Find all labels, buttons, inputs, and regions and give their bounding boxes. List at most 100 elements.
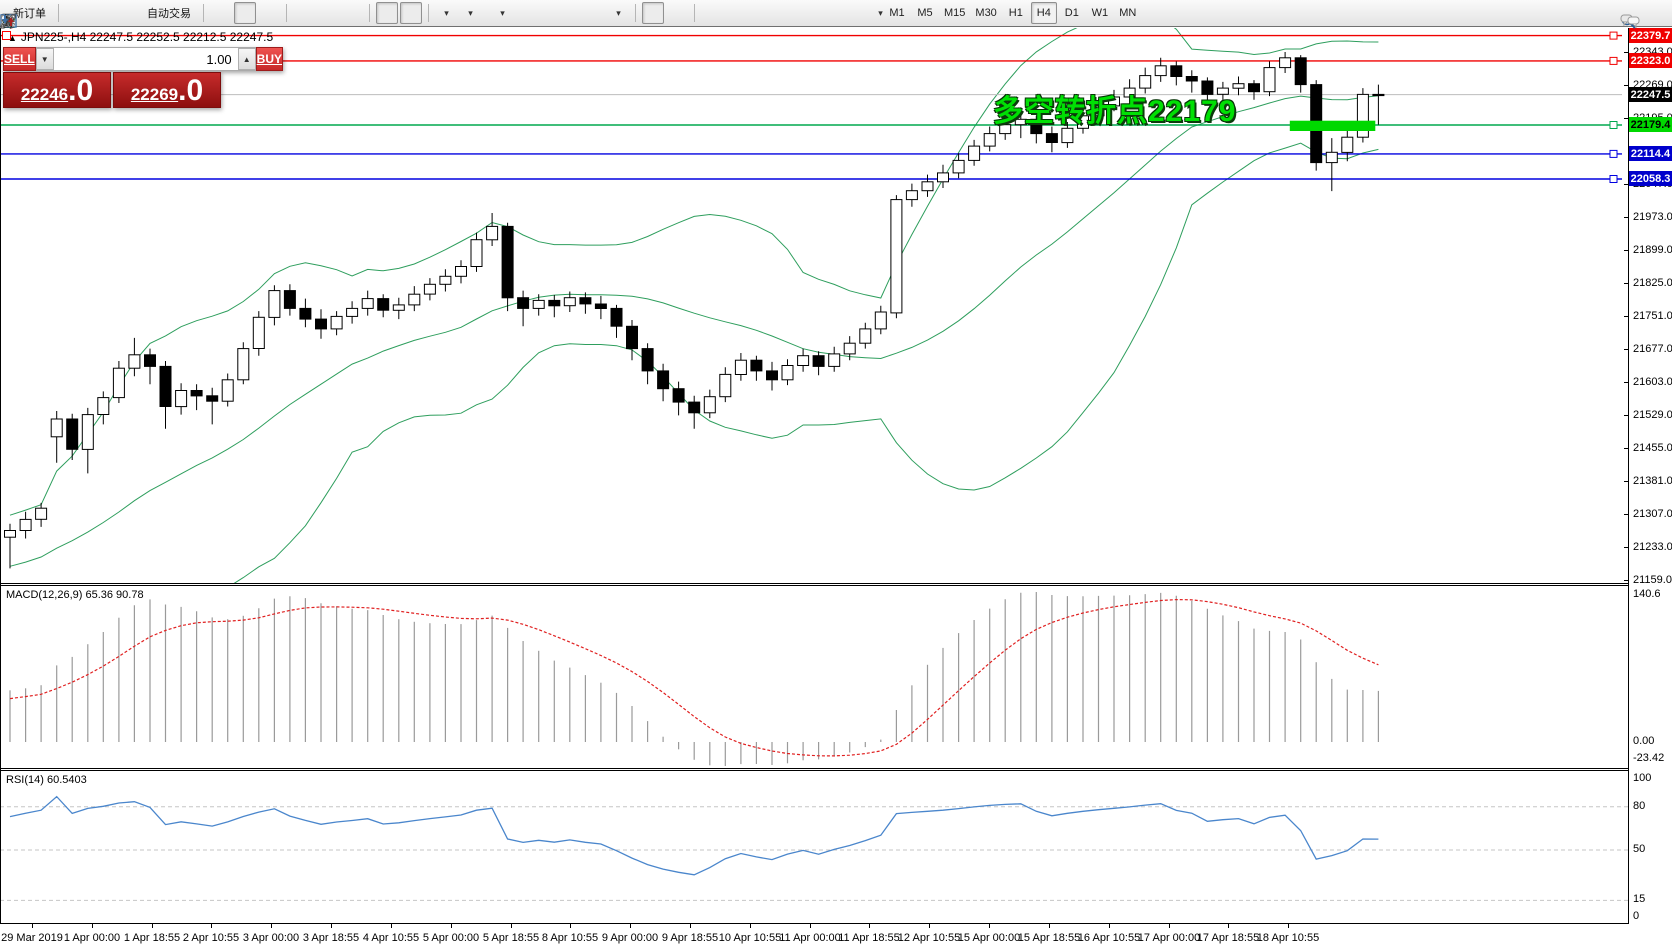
- line-marker[interactable]: [1609, 175, 1618, 183]
- candlestick-chart-button[interactable]: [1, 2, 256, 28]
- history-center-button[interactable]: [1, 2, 87, 28]
- axis-tick-mark: [1624, 382, 1629, 383]
- rsi-axis-label: 0: [1633, 910, 1640, 922]
- line-selection-marker[interactable]: [2, 31, 11, 40]
- time-axis-label: 5 Apr 00:00: [422, 932, 480, 944]
- time-axis-label: 17 Apr 00:00: [1137, 932, 1201, 944]
- volume-decrease-button[interactable]: ▼: [35, 48, 54, 70]
- toolbar-separator: [286, 4, 287, 22]
- line-chart-button[interactable]: [1, 2, 280, 28]
- zoom-out-button[interactable]: [2, 2, 339, 28]
- text-button[interactable]: A: [3, 2, 843, 29]
- new-chart-button[interactable]: ▾: [0, 2, 513, 28]
- time-tick-mark: [1169, 924, 1170, 928]
- crosshair-button[interactable]: [1, 2, 688, 28]
- templates-button[interactable]: ▾: [0, 2, 629, 28]
- pane-separator[interactable]: [0, 770, 1628, 771]
- line-marker[interactable]: [1609, 31, 1618, 40]
- price-tick-label: 21307.0: [1633, 508, 1672, 520]
- horizontal-line-button[interactable]: [1, 2, 747, 24]
- time-axis-label: 5 Apr 18:55: [482, 932, 540, 944]
- price-level-badge: 22114.4: [1629, 146, 1672, 161]
- terminal-button[interactable]: [1, 2, 111, 27]
- candlestick-chart: [0, 28, 1622, 584]
- chart-shift-button[interactable]: [1, 2, 422, 27]
- text-label-button[interactable]: T: [1, 2, 867, 28]
- news-button[interactable]: [1, 2, 135, 28]
- time-axis-label: 11 Apr 00:00: [779, 932, 841, 944]
- price-tick-label: 21825.0: [1633, 277, 1672, 289]
- time-axis-label: 2 Apr 10:55: [182, 932, 240, 944]
- time-axis-label: 10 Apr 10:55: [718, 932, 782, 944]
- macd-histogram: [9, 592, 1380, 766]
- bar-chart-button[interactable]: [1, 2, 232, 28]
- axis-tick-mark: [1624, 448, 1629, 449]
- vertical-line-button[interactable]: [5, 2, 723, 28]
- line-marker[interactable]: [1609, 56, 1618, 65]
- timeframe-m30[interactable]: M30: [975, 7, 997, 19]
- timeframe-d1[interactable]: D1: [1064, 7, 1079, 19]
- chevron-down-icon: ▾: [878, 7, 883, 18]
- toolbar-separator: [58, 4, 59, 22]
- buy-button[interactable]: BUY: [255, 47, 284, 71]
- volume-input[interactable]: [53, 48, 238, 70]
- volume-increase-button[interactable]: ▲: [237, 48, 256, 70]
- timeframe-h4[interactable]: H4: [1030, 2, 1057, 24]
- new-order-label: 新订单: [13, 8, 46, 20]
- sell-price-display[interactable]: 22246.0: [3, 72, 111, 108]
- cursor-button[interactable]: [5, 2, 664, 28]
- chart-annotation-text[interactable]: 多空转折点22179: [993, 95, 1237, 128]
- timeframe-m5[interactable]: M5: [917, 7, 933, 19]
- chart-left-border: [0, 28, 1, 924]
- indicators-button[interactable]: ▾: [0, 2, 457, 28]
- highlight-zone-box[interactable]: [1289, 120, 1376, 131]
- chart-area[interactable]: [0, 28, 1672, 950]
- buy-price-display[interactable]: 22269.0: [113, 72, 221, 108]
- arrows-button[interactable]: ▾: [2, 2, 891, 26]
- pane-separator[interactable]: [0, 768, 1628, 769]
- time-tick-mark: [1288, 924, 1289, 928]
- line-marker[interactable]: [1609, 121, 1618, 129]
- timeframe-w1[interactable]: W1: [1091, 7, 1109, 19]
- price-tick-label: 21529.0: [1633, 409, 1672, 421]
- trendline-button[interactable]: [0, 2, 771, 29]
- zoom-in-button[interactable]: [2, 2, 315, 28]
- rsi-axis-label: 15: [1633, 893, 1646, 905]
- timeframe-h1[interactable]: H1: [1008, 7, 1023, 19]
- time-axis-label: 1 Apr 18:55: [123, 932, 181, 944]
- channel-button[interactable]: E: [0, 2, 795, 29]
- toolbar-left-group: 新订单 自动交易: [0, 2, 891, 29]
- volume-spinner: ▼ ▲: [35, 47, 256, 71]
- candles-group[interactable]: [4, 57, 1385, 538]
- timeframe-m15[interactable]: M15: [944, 7, 966, 19]
- bollinger-middle-band: [9, 95, 1379, 567]
- pane-separator: [0, 923, 1628, 924]
- rsi-axis-label: 100: [1633, 772, 1652, 784]
- auto-scroll-button[interactable]: [1, 2, 398, 27]
- pane-separator[interactable]: [0, 583, 1628, 584]
- svg-text:A: A: [3, 14, 13, 29]
- toolbar-right-group: [1620, 2, 1666, 29]
- periods-button[interactable]: ▾: [1, 2, 481, 28]
- timeframe-m1[interactable]: M1: [889, 7, 905, 19]
- toolbar-separator: [203, 4, 204, 22]
- price-tick-label: 21677.0: [1633, 343, 1672, 355]
- time-axis[interactable]: 29 Mar 2019 1 Apr 00:00 1 Apr 18:55 2 Apr 1…: [0, 924, 1672, 950]
- rsi-indicator-chart: [0, 795, 1628, 901]
- sell-button[interactable]: SELL: [3, 47, 36, 71]
- fibonacci-button[interactable]: F: [1, 2, 819, 29]
- line-marker[interactable]: [1609, 149, 1618, 158]
- chart-title: ▲ JPN225-,H4 22247.5 22252.5 22212.5 2224…: [8, 30, 273, 44]
- axis-tick-mark: [1624, 184, 1629, 185]
- tile-windows-button[interactable]: [0, 2, 363, 28]
- time-axis-label: 3 Apr 18:55: [302, 932, 360, 944]
- axis-tick-mark: [1624, 217, 1629, 218]
- timeframe-mn[interactable]: MN: [1119, 7, 1137, 19]
- one-click-trading-panel: SELL ▼ ▲ BUY 22246.0 22269.0: [3, 47, 284, 108]
- chat-button[interactable]: [1620, 2, 1666, 29]
- axis-tick-mark: [1624, 118, 1629, 119]
- auto-trading-button[interactable]: 自动交易: [1, 2, 197, 29]
- pane-separator[interactable]: [0, 585, 1628, 586]
- time-tick-mark: [810, 924, 811, 928]
- rsi-line: [9, 795, 1379, 876]
